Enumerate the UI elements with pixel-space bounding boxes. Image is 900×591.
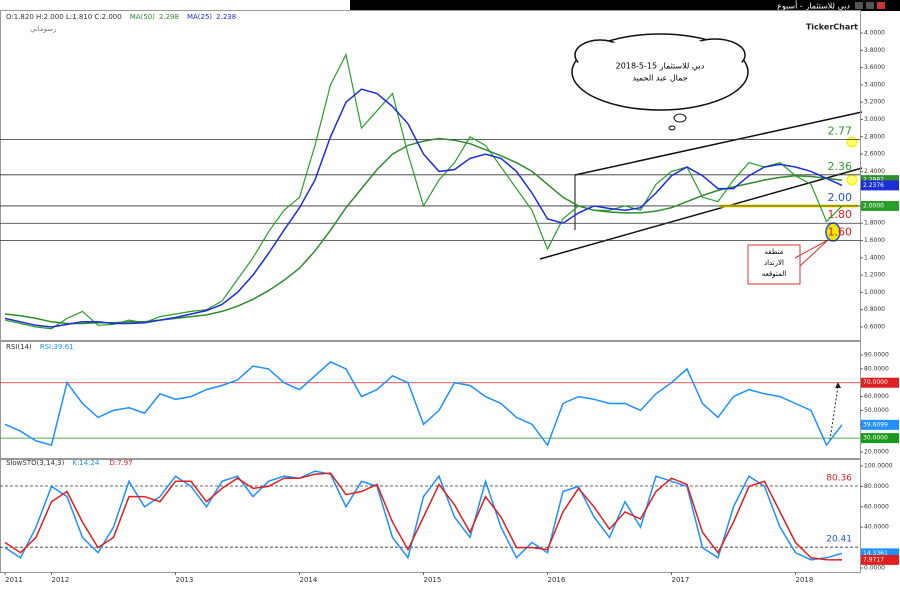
value-box-label: 2.2376 [863,182,884,189]
y-tick-label: 80.0000 [864,483,889,490]
y-tick-label: 1.6000 [864,237,885,244]
drawings-label[interactable]: رسوماتي [30,25,57,33]
title-bar [350,0,900,11]
y-tick-label: 1.0000 [864,289,885,296]
value-box [861,554,899,565]
pane-frame [0,341,861,459]
y-tick-label: 40.0000 [864,524,889,531]
bubble-text: دبي للاستثمار 15-5-2018 [616,62,705,71]
y-tick-label: 0.6000 [864,324,885,331]
y-tick-label: 0.8000 [864,306,885,313]
series-line [4,361,843,447]
legend-value: 2.238 [216,13,236,21]
legend-entry: MA(50) [130,13,155,21]
y-tick-label: 3.2000 [864,99,885,106]
level-label: 30.0000 [863,435,888,442]
level-box [861,377,899,388]
level-box [861,433,899,444]
window-title: دبي للاستثمار - أسبوع [777,1,850,11]
y-tick-label: 2.4000 [864,168,885,175]
level-label: 2.00 [828,191,853,204]
chart-layer: O:1.820 H:2.000 L:1.810 C:2.000 MA(50) 2.2… [0,10,899,584]
y-tick-label: 20.0000 [864,449,889,456]
x-tick-label: 2013 [176,576,194,584]
brand: TickerChart [806,23,858,32]
y-tick-label: 4.0000 [864,30,885,37]
y-tick-label: 1.2000 [864,272,885,279]
series-line [4,137,843,325]
callout-text: منطقه [765,248,784,256]
value-box [861,419,899,430]
y-tick-label: 90.0000 [864,352,889,359]
highlight-marker [846,174,858,186]
y-tick-label: 1.8000 [864,220,885,227]
y-tick-label: 50.0000 [864,407,889,414]
y-tick-label: 0.0000 [864,565,885,572]
value-box-label: 2.2982 [863,177,884,184]
callout-text: المتوقعه [762,270,786,278]
level-label: 1.60 [828,226,853,239]
legend-entry: D:7.97 [109,459,132,467]
pane-header: O:1.820 H:2.000 L:1.810 C:2.000 [6,13,122,21]
y-tick-label: 3.4000 [864,81,885,88]
y-tick-label: 100.0000 [864,463,893,470]
speech-bubble: دبي للاستثمار 15-5-2018 جمال عبد الحميد [571,33,749,131]
level-label: 80.36 [826,474,852,484]
y-tick-label: 3.8000 [864,47,885,54]
y-tick-label: 3.0000 [864,116,885,123]
bubble-text: جمال عبد الحميد [632,74,687,83]
y-tick-label: 80.0000 [864,365,889,372]
value-box [861,175,899,186]
pane-frame [0,459,861,573]
legend-entry: MA(25) [187,13,212,21]
x-tick-label: 2014 [300,576,318,584]
legend-entry: RSI:39.61 [40,343,74,351]
y-tick-label: 3.6000 [864,64,885,71]
projection-arrow-head [835,382,841,388]
value-box [861,180,899,191]
pane-header: SlowSTO(3,14,3) [6,459,65,467]
series-line [4,88,843,328]
close-button[interactable] [877,2,885,9]
level-label: 70.0000 [863,379,888,386]
callout: منطقه الارتداد المتوقعه [747,239,829,285]
value-box-label: 14.3361 [863,550,888,557]
x-tick-label: 2016 [548,576,566,584]
y-tick-label: 2.8000 [864,133,885,140]
x-tick-label: 2015 [424,576,442,584]
y-tick-label: 1.4000 [864,254,885,261]
value-box [861,200,899,211]
pane-header: RSI(14) [6,343,32,351]
x-tick-label: 2011 [5,576,23,584]
y-tick-label: 60.0000 [864,393,889,400]
level-label: 2.36 [828,160,853,173]
level-label: 20.41 [826,535,852,545]
level-label: 2.77 [828,124,853,137]
x-tick-label: 2018 [796,576,814,584]
value-box-label: 7.9717 [863,556,884,563]
window-button[interactable] [866,2,874,9]
highlight-marker [846,136,858,148]
projection-arrow [829,385,839,441]
pane-frame [0,10,861,341]
window-button[interactable] [855,2,863,9]
series-line [4,472,843,561]
callout-text: الارتداد [764,259,784,267]
value-box-label: 39.6099 [863,421,888,428]
x-tick-label: 2012 [52,576,70,584]
value-box-label: 2.0000 [863,202,884,209]
y-tick-label: 60.0000 [864,503,889,510]
legend-entry: K:14.24 [72,459,100,467]
trend-line [574,111,863,176]
series-line [4,470,843,561]
legend-value: 2.298 [159,13,179,21]
level-label: 1.80 [828,208,853,221]
x-tick-label: 2017 [672,576,690,584]
value-box [861,548,899,559]
y-tick-label: 2.6000 [864,151,885,158]
